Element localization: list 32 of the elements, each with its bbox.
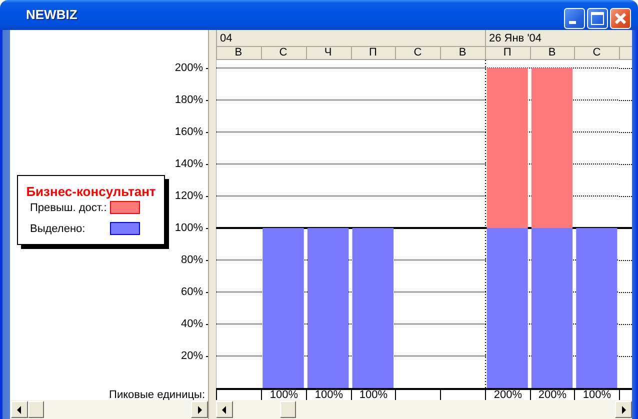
y-tick-label: 180%: [174, 94, 204, 106]
x-tick-label: С: [592, 46, 601, 58]
legend-label: Превыш. дост.:: [30, 201, 107, 215]
total-label: 200%: [538, 389, 567, 401]
y-tick-label: 60%: [180, 286, 204, 298]
text: Пиковые единицы:: [109, 389, 205, 401]
legend-title: Бизнес-консультант: [25, 184, 157, 200]
x-tick-label: С: [279, 46, 288, 58]
y-tick-label: 120%: [174, 190, 204, 202]
x-tick-label: П: [503, 46, 512, 58]
x-tick-label: В: [548, 46, 556, 58]
y-tick-label: 20%: [180, 350, 204, 362]
total-label: 100%: [359, 389, 388, 401]
total-label: 100%: [314, 389, 344, 401]
y-tick-label: 140%: [174, 158, 204, 170]
x-axis-title: 04: [220, 32, 232, 45]
y-tick-label: 200%: [174, 62, 204, 74]
y-tick-label: 80%: [180, 254, 204, 266]
text: NEWBIZ: [26, 6, 78, 24]
x-tick-label: В: [234, 46, 242, 58]
total-label: 100%: [270, 389, 298, 401]
total-label: 100%: [582, 389, 612, 401]
total-label: 200%: [494, 389, 522, 401]
y-tick-label: 100%: [174, 222, 204, 234]
legend-label: Выделено:: [30, 222, 86, 236]
x-tick-label: П: [368, 46, 377, 58]
y-tick-label: 40%: [180, 318, 204, 330]
x-tick-label: В: [458, 46, 466, 58]
x-axis-title: 26 Янв '04: [489, 32, 542, 45]
y-tick-label: 160%: [174, 126, 204, 138]
x-tick-label: Ч: [324, 46, 332, 58]
x-tick-label: С: [414, 46, 422, 58]
